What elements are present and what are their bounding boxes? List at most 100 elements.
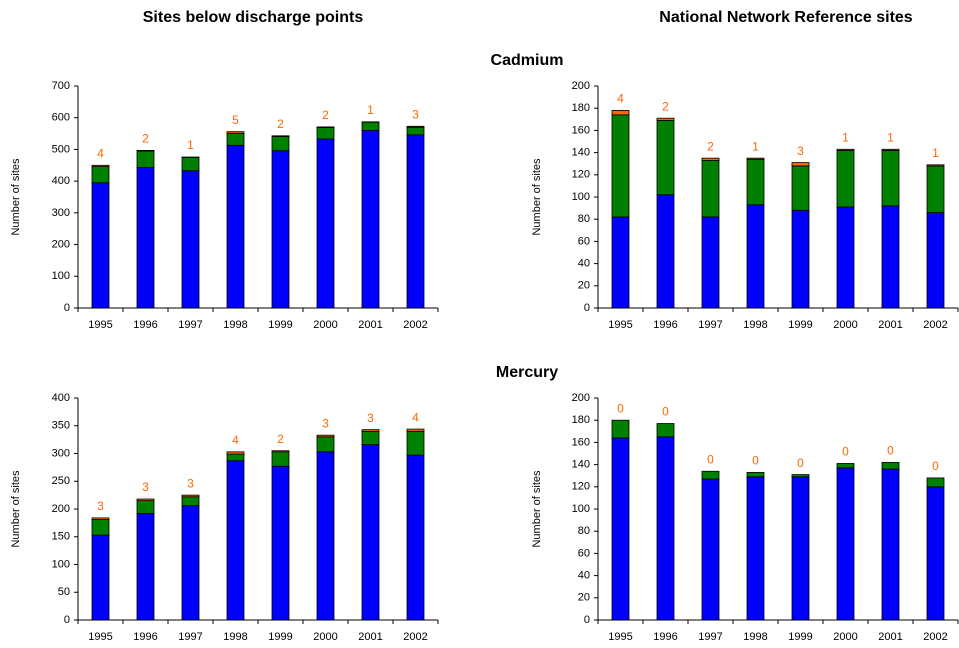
value-label: 2 — [277, 117, 284, 131]
value-label: 5 — [232, 113, 239, 127]
y-tick-label: 300 — [52, 447, 70, 459]
x-tick-label: 1998 — [223, 319, 247, 331]
value-label: 2 — [277, 432, 284, 446]
value-label: 2 — [142, 132, 149, 146]
y-tick-label: 700 — [52, 80, 70, 92]
x-tick-label: 1996 — [133, 319, 157, 331]
y-tick-label: 100 — [572, 191, 590, 203]
y-tick-label: 140 — [572, 147, 590, 159]
x-tick-label: 1999 — [268, 319, 292, 331]
row-title: Cadmium — [491, 52, 564, 69]
bar-segment — [611, 437, 630, 621]
y-tick-label: 100 — [572, 503, 590, 515]
value-label: 4 — [412, 410, 419, 424]
bar-segment — [926, 164, 945, 167]
x-tick-label: 2002 — [403, 319, 427, 331]
bar-segment — [791, 474, 810, 478]
value-label: 1 — [752, 139, 759, 153]
value-label: 3 — [187, 476, 194, 490]
bar-segment — [701, 216, 720, 309]
x-tick-label: 1998 — [743, 631, 767, 643]
value-label: 2 — [707, 139, 714, 153]
bar-segment — [701, 159, 720, 218]
x-tick-label: 1995 — [88, 631, 112, 643]
bar-segment — [226, 453, 245, 462]
y-tick-label: 20 — [578, 592, 590, 604]
x-tick-label: 1997 — [698, 319, 722, 331]
bar-segment — [656, 194, 675, 309]
y-tick-label: 0 — [64, 614, 70, 626]
value-label: 0 — [842, 445, 849, 459]
y-tick-label: 40 — [578, 258, 590, 270]
bar-segment — [226, 144, 245, 309]
x-tick-label: 2002 — [923, 631, 947, 643]
x-tick-label: 1995 — [608, 319, 632, 331]
x-tick-label: 2000 — [313, 631, 337, 643]
x-tick-label: 2001 — [878, 631, 902, 643]
bar-segment — [746, 476, 765, 621]
bar-segment — [361, 430, 380, 446]
bar-segment — [136, 500, 155, 514]
bar-segment — [91, 534, 110, 621]
bar-segment — [656, 120, 675, 196]
bar-segment — [91, 182, 110, 309]
value-label: 0 — [752, 454, 759, 468]
value-label: 4 — [617, 92, 624, 106]
bar-segment — [136, 167, 155, 309]
value-label: 3 — [797, 144, 804, 158]
bar-segment — [791, 162, 810, 167]
bar-segment — [136, 498, 155, 502]
bar-segment — [881, 468, 900, 621]
value-label: 1 — [842, 130, 849, 144]
y-tick-label: 120 — [572, 481, 590, 493]
bar-segment — [836, 467, 855, 621]
value-label: 3 — [322, 416, 329, 430]
y-tick-label: 180 — [572, 414, 590, 426]
bar-segment — [701, 470, 720, 480]
bar-segment — [926, 477, 945, 488]
bar-segment — [361, 129, 380, 309]
y-tick-label: 0 — [64, 302, 70, 314]
bar-segment — [746, 204, 765, 309]
x-tick-label: 2000 — [833, 319, 857, 331]
y-tick-label: 160 — [572, 124, 590, 136]
bar-segment — [926, 486, 945, 621]
y-tick-label: 80 — [578, 525, 590, 537]
bar-segment — [361, 121, 380, 131]
column-title: Sites below discharge points — [143, 9, 364, 26]
bar-segment — [611, 114, 630, 218]
y-axis-label: Number of sites — [10, 470, 22, 548]
y-axis-label: Number of sites — [531, 470, 543, 548]
bar-segment — [316, 436, 335, 453]
bar-segment — [656, 423, 675, 438]
bar-segment — [881, 461, 900, 470]
bar-segment — [226, 131, 245, 134]
y-tick-label: 60 — [578, 235, 590, 247]
bar-segment — [226, 451, 245, 455]
bar-segment — [406, 430, 425, 456]
y-tick-label: 500 — [52, 143, 70, 155]
bar-segment — [271, 450, 290, 453]
bar-segment — [271, 150, 290, 309]
bar-segment — [836, 149, 855, 208]
y-tick-label: 100 — [52, 270, 70, 282]
bar-segment — [701, 157, 720, 161]
x-tick-label: 2002 — [923, 319, 947, 331]
x-tick-label: 2002 — [403, 631, 427, 643]
bar-segment — [271, 451, 290, 467]
y-axis-label: Number of sites — [531, 158, 543, 236]
value-label: 0 — [617, 401, 624, 415]
y-tick-label: 400 — [52, 392, 70, 404]
bar-segment — [791, 209, 810, 309]
bar-segment — [926, 165, 945, 213]
bar-segment — [836, 148, 855, 151]
bar-segment — [316, 138, 335, 309]
value-label: 1 — [367, 103, 374, 117]
y-tick-label: 60 — [578, 547, 590, 559]
bar-segment — [136, 149, 155, 152]
x-tick-label: 1996 — [653, 631, 677, 643]
bar-segment — [611, 216, 630, 309]
bar-segment — [181, 156, 200, 172]
y-tick-label: 200 — [52, 503, 70, 515]
y-tick-label: 140 — [572, 459, 590, 471]
